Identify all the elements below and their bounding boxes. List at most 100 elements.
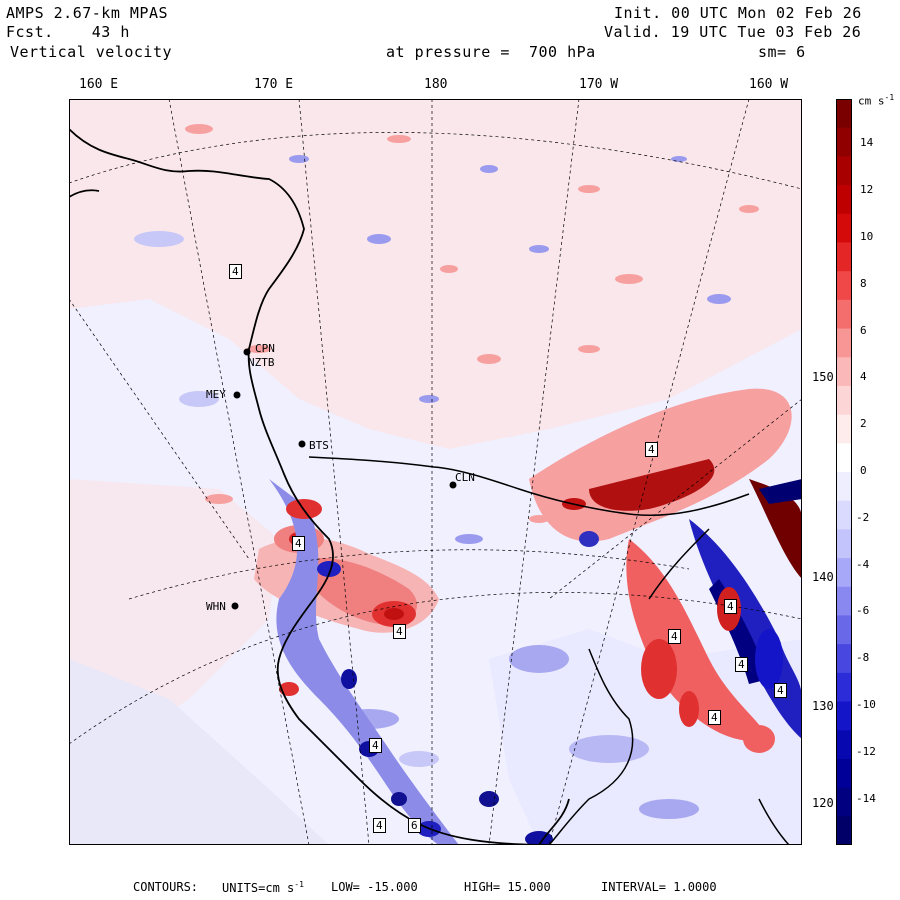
colorbar-cell [836, 443, 852, 473]
colorbar-cell [836, 472, 852, 502]
footer-interval: INTERVAL= 1.0000 [601, 880, 717, 894]
lon-label-170w: 170 W [579, 77, 619, 92]
footer-high: HIGH= 15.000 [464, 880, 551, 894]
weak-descent-region [489, 629, 802, 845]
colorbar-tick-label: 2 [860, 417, 867, 431]
variable-name: Vertical velocity [10, 43, 173, 61]
extreme-label: 4 [668, 629, 681, 644]
colorbar-cell [836, 758, 852, 789]
station-label-bts: BTS [309, 439, 329, 452]
fcst-value: 43 h [91, 23, 130, 41]
station-label-cpn: CPN [255, 342, 275, 355]
colorbar-tick-label: -14 [856, 791, 876, 805]
extreme-label: 4 [369, 738, 382, 753]
colorbar-units-text: cm s [858, 94, 885, 108]
extreme-label: 4 [774, 683, 787, 698]
colorbar-cell [836, 615, 852, 645]
colorbar-tick-label: 12 [860, 183, 874, 197]
extreme-label: 4 [373, 818, 386, 833]
colorbar-units: cm s-1 [858, 93, 894, 108]
colorbar-cell [836, 271, 852, 301]
extreme-label: 4 [292, 536, 305, 551]
colorbar-cell [836, 672, 852, 703]
colorbar-cell [836, 357, 852, 387]
colorbar-cell [836, 414, 852, 444]
fcst-label: Fcst. [6, 23, 54, 41]
station-bts-dot [298, 440, 306, 448]
station-label-nztb: NZTB [248, 356, 275, 369]
extreme-label: 4 [645, 442, 658, 457]
footer-units-text: UNITS=cm s [222, 881, 295, 895]
pressure-label: at pressure = [386, 43, 510, 61]
pressure-value: 700 hPa [528, 43, 596, 61]
colorbar-cell [836, 644, 852, 674]
extreme-label: 4 [229, 264, 242, 279]
colorbar-tick-label: -2 [856, 510, 870, 524]
marie-byrd-land-dipoles [529, 388, 802, 753]
weak-ascent-region [69, 479, 279, 739]
extreme-label: 4 [735, 657, 748, 672]
lon-label-160e: 160 E [79, 77, 119, 92]
colorbar-cell [836, 529, 852, 559]
station-whn-dot [231, 602, 239, 610]
extreme-label: 4 [393, 624, 406, 639]
colorbar-tick-label: 4 [860, 370, 867, 384]
colorbar-tick-label: 14 [860, 136, 874, 150]
colorbar-cell [836, 730, 852, 760]
coastline [69, 128, 570, 845]
colorbar-cell [836, 328, 852, 358]
footer-units-exponent: -1 [294, 880, 304, 889]
footer-units: UNITS=cm s-1 [222, 880, 304, 895]
forecast-hour: Fcst. 43 h [6, 23, 130, 41]
station-label-mey: MEY [206, 388, 226, 401]
station-cln-dot [449, 481, 457, 489]
colorbar-cell [836, 558, 852, 588]
station-cpn-dot [243, 348, 251, 356]
station-markers [231, 348, 457, 610]
extreme-label: 6 [408, 818, 421, 833]
colorbar-cell [836, 500, 852, 530]
vertical-velocity-map [69, 99, 802, 845]
lon-label-180: 180 [424, 77, 448, 92]
colorbar-cell [836, 586, 852, 617]
map-frame [69, 99, 802, 845]
colorbar-cell [836, 299, 852, 330]
station-label-cln: CLN [455, 471, 475, 484]
colorbar-tick-label: -4 [856, 557, 870, 571]
colorbar-cell [836, 242, 852, 272]
colorbar-tick-label: -8 [856, 651, 870, 665]
colorbar-cell [836, 213, 852, 244]
colorbar-units-exponent: -1 [884, 93, 895, 102]
colorbar-tick-label: 0 [860, 464, 867, 477]
colorbar [836, 99, 852, 845]
lon-label-160w: 160 W [749, 77, 789, 92]
init-time: Init. 00 UTC Mon 02 Feb 26 [614, 4, 862, 22]
pressure-level: at pressure = 700 hPa [386, 43, 596, 61]
colorbar-tick-label: -6 [856, 604, 870, 618]
colorbar-cells [836, 99, 852, 845]
ice-shelf-region [69, 659, 329, 845]
graticule [69, 99, 802, 845]
colorbar-cell [836, 185, 852, 215]
colorbar-cell [836, 701, 852, 731]
model-title: AMPS 2.67-km MPAS [6, 4, 169, 22]
smoothing: sm= 6 [758, 43, 806, 61]
colorbar-cell [836, 816, 852, 845]
valid-time: Valid. 19 UTC Tue 03 Feb 26 [604, 23, 862, 41]
colorbar-cell [836, 385, 852, 416]
colorbar-cell [836, 156, 852, 186]
colorbar-tick-label: -10 [856, 698, 876, 711]
footer-low: LOW= -15.000 [331, 880, 418, 894]
colorbar-tick-label: 10 [860, 230, 874, 243]
weak-ascent-region [69, 99, 802, 449]
extreme-label: 4 [708, 710, 721, 725]
ice-shelf-edge [308, 456, 790, 845]
colorbar-cell [836, 127, 852, 157]
extreme-label: 4 [724, 599, 737, 614]
colorbar-cell [836, 787, 852, 817]
footer-contours: CONTOURS: [133, 880, 199, 894]
colorbar-tick-label: -12 [856, 744, 876, 758]
colorbar-cell [836, 99, 852, 129]
lon-label-170e: 170 E [254, 77, 294, 92]
colorbar-tick-label: 8 [860, 276, 867, 290]
